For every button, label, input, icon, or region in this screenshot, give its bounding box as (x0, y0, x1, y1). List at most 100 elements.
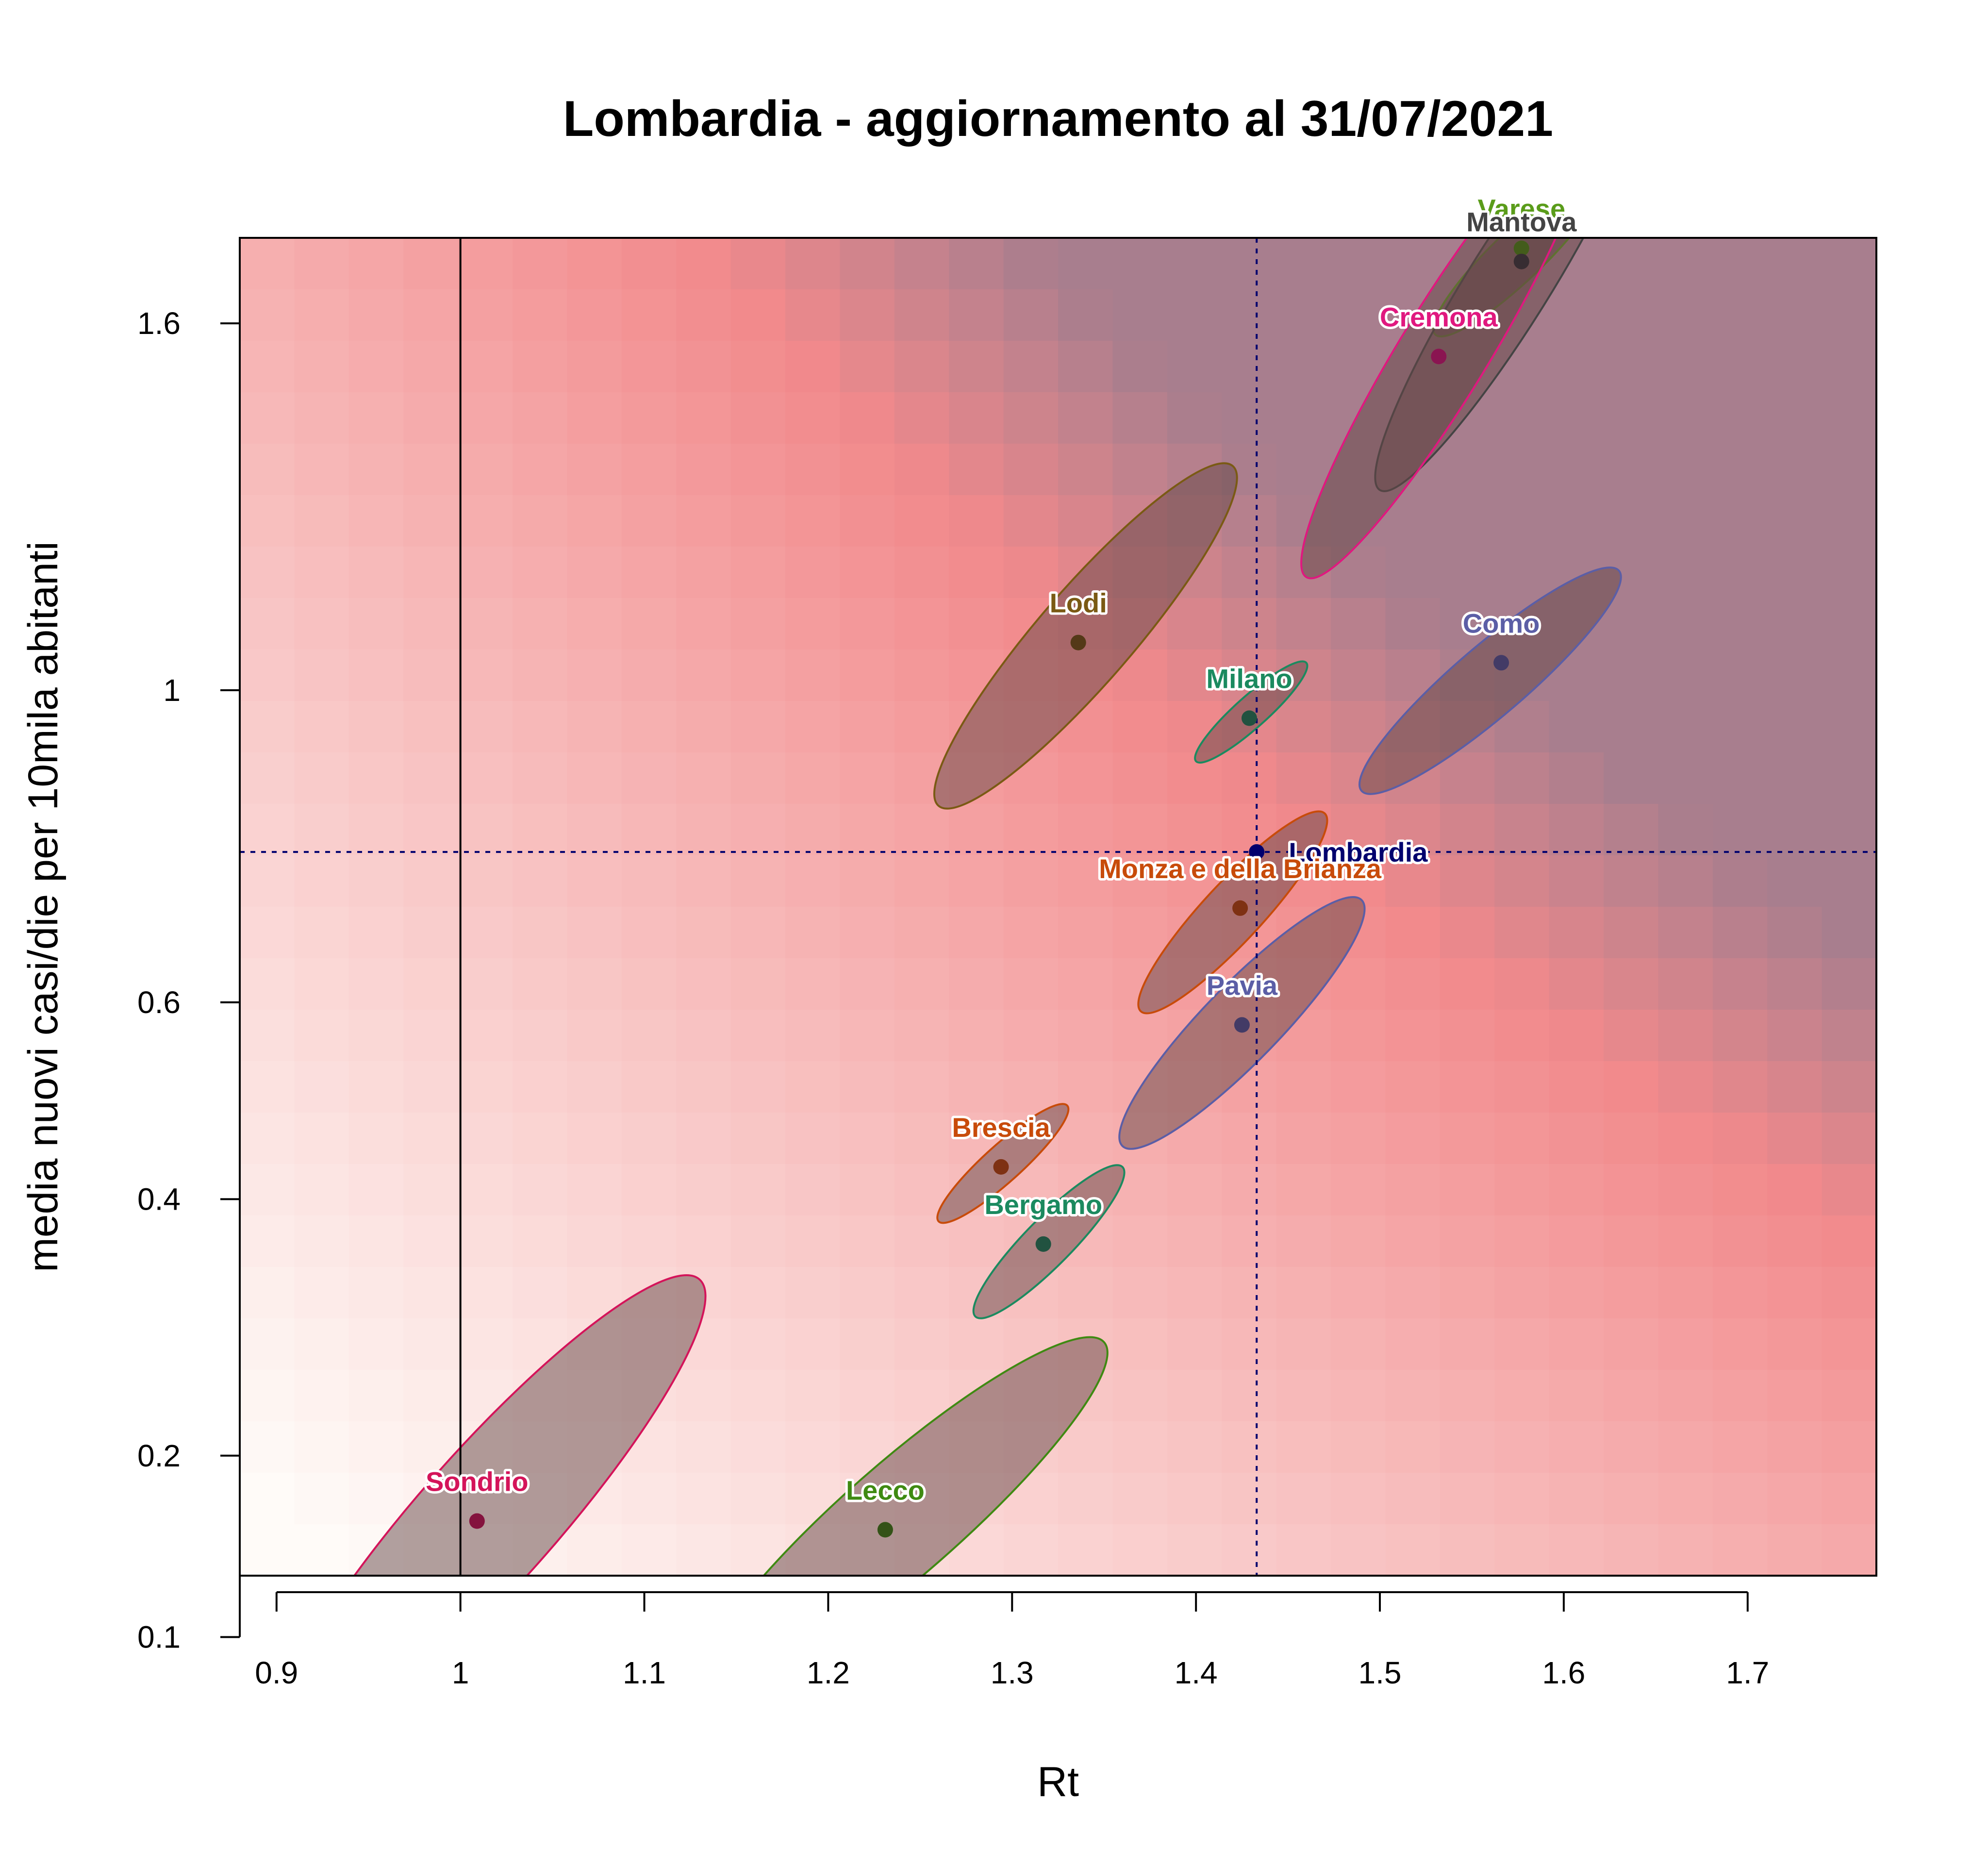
heatmap-cell (294, 1061, 349, 1113)
heatmap-cell (949, 598, 1004, 650)
heatmap-cell (513, 289, 568, 341)
heatmap-cell (1604, 444, 1659, 496)
heatmap-cell (458, 701, 513, 753)
heatmap-cell (1604, 238, 1659, 290)
heatmap-cell (1058, 289, 1113, 341)
heatmap-cell (1494, 495, 1550, 547)
heatmap-cell (294, 1010, 349, 1062)
heatmap-cell (1658, 341, 1713, 393)
heatmap-cell (730, 1061, 786, 1113)
heatmap-cell (949, 804, 1004, 856)
heatmap-cell (1058, 752, 1113, 804)
heatmap-cell (1549, 1164, 1604, 1216)
heatmap-cell (567, 289, 622, 341)
heatmap-cell (240, 444, 295, 496)
heatmap-cell (567, 1010, 622, 1062)
heatmap-cell (513, 855, 568, 907)
heatmap-cell (1658, 392, 1713, 444)
heatmap-cell (567, 1215, 622, 1267)
heatmap-cell (240, 701, 295, 753)
heatmap-cell (1385, 495, 1441, 547)
heatmap-cell (785, 495, 841, 547)
heatmap-cell (1658, 495, 1713, 547)
heatmap-cell (1167, 1421, 1223, 1473)
label-monza-e-della-brianza: Monza e della Brianza (1099, 853, 1382, 884)
heatmap-cell (1767, 598, 1822, 650)
heatmap-cell (1003, 444, 1059, 496)
heatmap-cell (348, 444, 404, 496)
heatmap-cell (894, 1215, 950, 1267)
heatmap-cell (1712, 958, 1768, 1010)
heatmap-cell (785, 649, 841, 701)
heatmap-cell (1712, 1164, 1768, 1216)
heatmap-cell (840, 855, 895, 907)
point-shade-lodi (1070, 634, 1086, 650)
ellipse-lodi (933, 462, 1238, 810)
heatmap-cell (894, 1370, 950, 1422)
heatmap-cell (1112, 1524, 1168, 1576)
heatmap-cell (1331, 958, 1386, 1010)
heatmap-cell (567, 1061, 622, 1113)
heatmap-cell (458, 1010, 513, 1062)
heatmap-cell (1549, 701, 1604, 753)
heatmap-cell (348, 752, 404, 804)
heatmap-cell (1712, 1010, 1768, 1062)
heatmap-cell (1604, 392, 1659, 444)
heatmap-cell (894, 804, 950, 856)
heatmap-cell (294, 598, 349, 650)
heatmap-cell (1822, 598, 1876, 650)
heatmap-cell (1003, 1061, 1059, 1113)
heatmap-cell (294, 701, 349, 753)
heatmap-cell (840, 1113, 895, 1165)
heatmap-cell (1440, 752, 1495, 804)
heatmap-cell (676, 392, 731, 444)
heatmap-cell (1658, 701, 1713, 753)
heatmap-cell (1222, 392, 1277, 444)
heatmap-cell (785, 444, 841, 496)
heatmap-cell (1276, 598, 1331, 650)
ellipse-lecco (695, 1336, 1109, 1576)
heatmap-cell (676, 1061, 731, 1113)
heatmap-cell (730, 341, 786, 393)
heatmap-cell (676, 649, 731, 701)
heatmap-cell (1058, 238, 1113, 290)
heatmap-cell (621, 1113, 677, 1165)
heatmap-cell (240, 1421, 295, 1473)
heatmap-cell (1167, 804, 1223, 856)
heatmap-cell (730, 1318, 786, 1370)
heatmap-cell (840, 1318, 895, 1370)
heatmap-cell (1003, 907, 1059, 959)
heatmap-cell (1822, 1370, 1876, 1422)
heatmap-cell (676, 1524, 731, 1576)
heatmap-cell (567, 392, 622, 444)
heatmap-cell (1331, 1318, 1386, 1370)
heatmap-cell (1385, 1524, 1441, 1576)
heatmap-cell (1549, 804, 1604, 856)
heatmap-cell (1767, 907, 1822, 959)
chart-title: Lombardia - aggiornamento al 31/07/2021 (563, 91, 1553, 147)
heatmap-cell (513, 804, 568, 856)
heatmap-cell (621, 1473, 677, 1525)
heatmap-cell (513, 1164, 568, 1216)
point-lecco (877, 1522, 893, 1538)
heatmap-cell (240, 341, 295, 393)
heatmap-cell (1604, 495, 1659, 547)
heatmap-cell (1822, 1524, 1876, 1576)
heatmap-cell (785, 598, 841, 650)
heatmap-cell (1003, 289, 1059, 341)
heatmap-cell (240, 1113, 295, 1165)
heatmap-cell (1712, 444, 1768, 496)
heatmap-cell (348, 1215, 404, 1267)
x-tick-label: 1.5 (1358, 1655, 1402, 1690)
heatmap-cell (240, 855, 295, 907)
heatmap-cell (785, 238, 841, 290)
heatmap-cell (1003, 855, 1059, 907)
heatmap-cell (1276, 1318, 1331, 1370)
heatmap-cell (1167, 341, 1223, 393)
heatmap-cell (1822, 855, 1876, 907)
point-shade-lecco (877, 1522, 893, 1538)
heatmap-cell (1712, 1267, 1768, 1319)
heatmap-cell (894, 649, 950, 701)
heatmap-cell (240, 1318, 295, 1370)
heatmap-cell (894, 1267, 950, 1319)
